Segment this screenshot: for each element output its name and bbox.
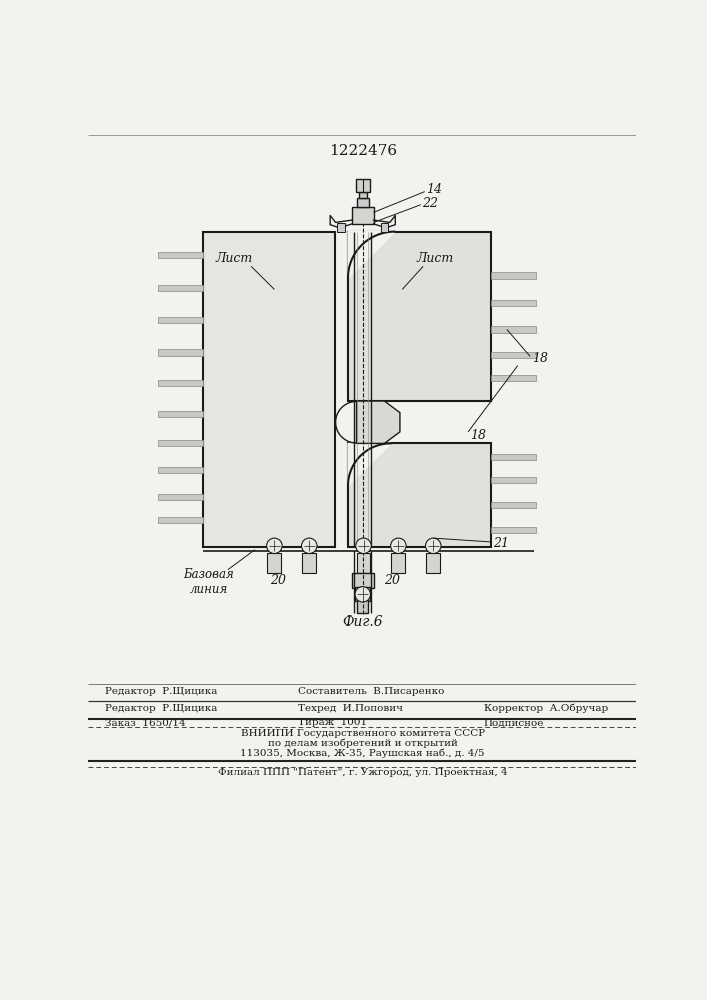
- Text: 21: 21: [493, 537, 509, 550]
- Bar: [359, 192, 367, 198]
- Text: Филиал ППП "Патент", г. Ужгород, ул. Проектная, 4: Филиал ППП "Патент", г. Ужгород, ул. Про…: [218, 768, 508, 777]
- Bar: [491, 272, 537, 279]
- Bar: [352, 573, 373, 588]
- Bar: [356, 553, 370, 573]
- Bar: [158, 349, 203, 356]
- Bar: [380, 223, 388, 232]
- Circle shape: [356, 538, 371, 554]
- Text: 1222476: 1222476: [329, 144, 397, 158]
- Bar: [158, 494, 203, 500]
- Bar: [158, 517, 203, 523]
- Bar: [203, 232, 335, 547]
- Bar: [356, 179, 370, 192]
- Bar: [426, 553, 440, 573]
- Bar: [352, 207, 373, 224]
- Text: 113035, Москва, Ж-35, Раушская наб., д. 4/5: 113035, Москва, Ж-35, Раушская наб., д. …: [240, 749, 485, 758]
- Bar: [337, 223, 345, 232]
- Text: Техред  И.Попович: Техред И.Попович: [298, 704, 402, 713]
- Bar: [491, 527, 537, 533]
- Text: 18: 18: [469, 429, 486, 442]
- Bar: [158, 317, 203, 323]
- Bar: [491, 477, 537, 483]
- Bar: [491, 352, 537, 358]
- Text: Фиг.6: Фиг.6: [342, 615, 383, 629]
- Text: 20: 20: [270, 574, 286, 587]
- Bar: [158, 380, 203, 386]
- Polygon shape: [348, 232, 395, 278]
- Bar: [355, 587, 370, 601]
- Text: Редактор  Р.Щицика: Редактор Р.Щицика: [105, 687, 218, 696]
- Bar: [303, 553, 316, 573]
- Text: Подписное: Подписное: [484, 718, 544, 727]
- Bar: [267, 553, 281, 573]
- Text: Составитель  В.Писаренко: Составитель В.Писаренко: [298, 687, 444, 696]
- Bar: [491, 300, 537, 306]
- Bar: [491, 454, 537, 460]
- Text: 18: 18: [532, 352, 548, 365]
- Bar: [348, 232, 491, 401]
- Circle shape: [301, 538, 317, 554]
- Bar: [392, 553, 405, 573]
- Text: по делам изобретений и открытий: по делам изобретений и открытий: [268, 739, 457, 748]
- Circle shape: [391, 538, 406, 554]
- Bar: [158, 467, 203, 473]
- Circle shape: [267, 538, 282, 554]
- Text: Корректор  А.Обручар: Корректор А.Обручар: [484, 704, 608, 713]
- Text: Лист: Лист: [216, 252, 252, 265]
- Text: Тираж  1001: Тираж 1001: [298, 718, 367, 727]
- Text: 22: 22: [422, 197, 438, 210]
- Circle shape: [426, 538, 441, 554]
- Bar: [158, 252, 203, 258]
- Bar: [158, 285, 203, 291]
- Text: ВНИИПИ Государственного комитета СССР: ВНИИПИ Государственного комитета СССР: [240, 729, 485, 738]
- Text: 14: 14: [426, 183, 443, 196]
- Text: Лист: Лист: [417, 252, 454, 265]
- Text: Заказ  1650/14: Заказ 1650/14: [105, 718, 186, 727]
- Bar: [158, 440, 203, 446]
- Bar: [491, 375, 537, 381]
- Bar: [491, 326, 537, 333]
- Text: Редактор  Р.Щицика: Редактор Р.Щицика: [105, 704, 218, 713]
- Bar: [491, 502, 537, 508]
- Polygon shape: [348, 443, 391, 486]
- Polygon shape: [356, 401, 400, 443]
- Text: 20: 20: [384, 574, 400, 587]
- Bar: [348, 443, 491, 547]
- Bar: [158, 411, 203, 417]
- Bar: [356, 198, 369, 207]
- Circle shape: [355, 587, 370, 602]
- Bar: [357, 600, 368, 613]
- Text: Базовая
линия: Базовая линия: [183, 568, 234, 596]
